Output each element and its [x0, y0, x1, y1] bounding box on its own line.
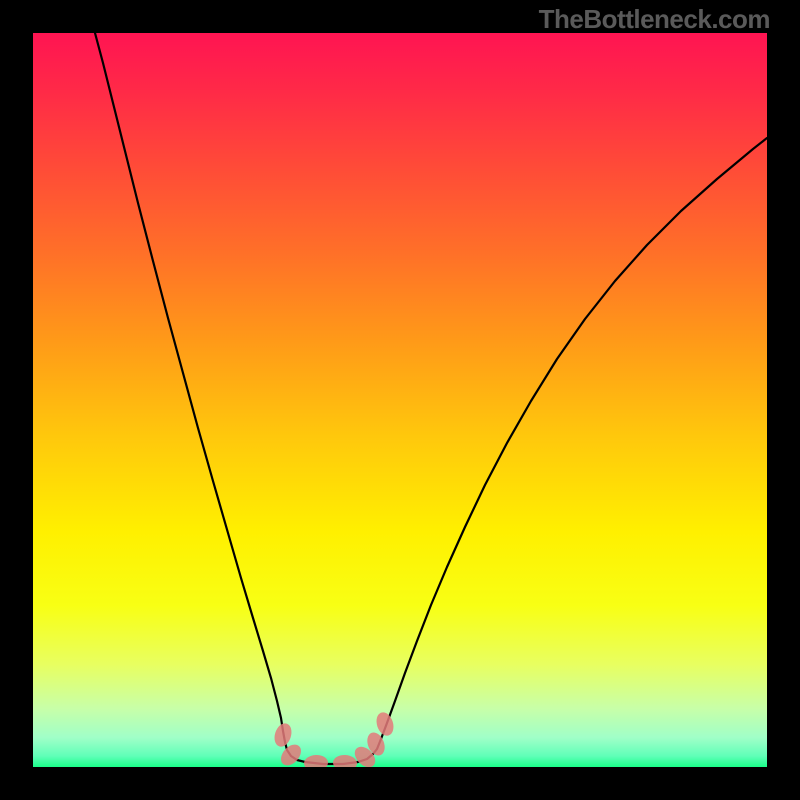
chart-container: TheBottleneck.com [0, 0, 800, 800]
watermark-text: TheBottleneck.com [539, 4, 770, 35]
gradient-background [33, 33, 767, 767]
bottleneck-curve-chart [33, 33, 767, 767]
plot-area [33, 33, 767, 767]
